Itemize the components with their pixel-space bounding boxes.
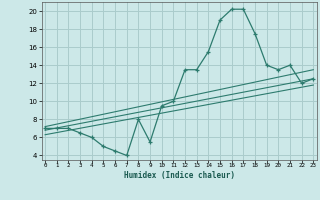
X-axis label: Humidex (Indice chaleur): Humidex (Indice chaleur) [124, 171, 235, 180]
